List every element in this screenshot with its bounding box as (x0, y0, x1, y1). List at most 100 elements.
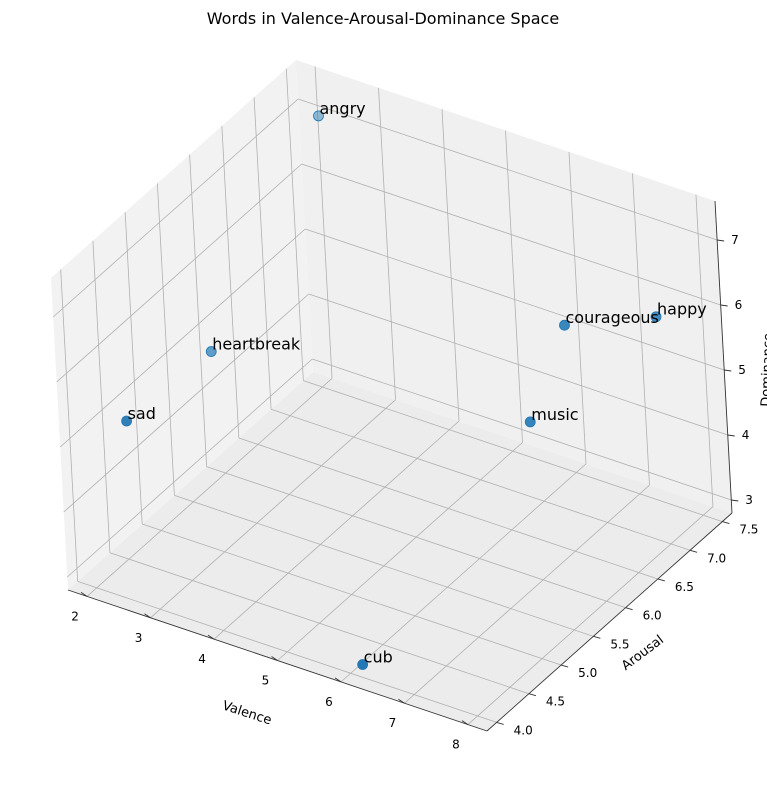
point-courageous (559, 319, 570, 331)
grid-line-y-left (60, 269, 79, 582)
grid-line-y-floor (270, 408, 691, 551)
grid-line-x-floor (467, 506, 714, 725)
z-tick-label: 5 (738, 363, 746, 377)
axis-panes (51, 60, 732, 731)
grid-line-y-left (124, 212, 143, 525)
y-tick-label: 7.5 (739, 523, 758, 537)
x-tick-mark (398, 698, 405, 704)
grid-lines (52, 66, 732, 725)
grid-line-x-floor (277, 442, 523, 661)
x-axis-label: Valence (220, 698, 273, 728)
point-sad (121, 415, 133, 427)
grid-line-z-left (63, 293, 310, 513)
grid-line-x-floor (213, 420, 460, 640)
y-tick-mark (722, 521, 730, 525)
y-tick-label: 5.0 (578, 666, 597, 680)
y-tick-label: 5.5 (610, 637, 629, 651)
grid-line-z-back (301, 163, 721, 306)
grid-line-y-left (221, 125, 240, 438)
x-tick-mark (80, 592, 88, 597)
z-tick-mark (720, 304, 728, 307)
z-tick-label: 4 (742, 428, 750, 442)
z-tick-mark (724, 369, 732, 372)
label-courageous: courageous (565, 308, 658, 327)
x-tick-label: 7 (389, 716, 397, 730)
x-tick-mark (271, 656, 278, 661)
grid-line-y-floor (174, 494, 594, 637)
x-tick-label: 2 (71, 609, 79, 623)
grid-line-y-floor (142, 523, 562, 666)
y-tick-label: 7.0 (707, 551, 726, 565)
y-tick-label: 4.0 (514, 723, 533, 737)
x-tick-label: 6 (325, 695, 333, 709)
x-tick-label: 5 (262, 674, 270, 688)
y-tick-mark (689, 549, 698, 553)
z-tick-label: 6 (735, 298, 743, 312)
label-sad: sad (128, 404, 156, 423)
grid-line-z-back (312, 358, 732, 501)
grid-line-y-floor (109, 552, 530, 695)
z-tick-mark (717, 239, 725, 242)
grid-line-z-back (297, 98, 718, 241)
grid-line-x-floor (340, 463, 587, 683)
z-axis-label: Dominance (759, 333, 767, 407)
grid-line-y-floor (238, 437, 658, 580)
z-tick-label: 7 (731, 233, 739, 247)
y-tick-mark (593, 635, 601, 639)
grid-line-x-back (695, 194, 714, 507)
point-angry (313, 110, 324, 122)
z-axis-line (714, 200, 733, 514)
label-heartbreak: heartbreak (212, 335, 301, 354)
z-tick-mark (727, 434, 735, 437)
x-tick-mark (334, 677, 342, 683)
z-tick-mark (731, 499, 739, 502)
grid-line-y-left (92, 240, 111, 553)
x-tick-mark (207, 634, 215, 640)
grid-line-x-back (632, 173, 650, 486)
grid-line-y-left (285, 68, 304, 381)
y-tick-label: 4.5 (546, 695, 565, 709)
grid-line-x-floor (150, 399, 396, 619)
x-tick-label: 3 (135, 631, 143, 645)
point-cub (357, 659, 369, 670)
grid-line-z-left (67, 358, 313, 578)
grid-line-x-back (378, 87, 396, 400)
x-tick-label: 4 (198, 652, 206, 666)
label-music: music (531, 405, 578, 424)
data-points (121, 110, 662, 670)
label-angry: angry (319, 99, 365, 118)
y-tick-mark (561, 664, 569, 668)
grid-line-x-back (505, 130, 523, 443)
grid-line-x-floor (404, 484, 650, 704)
y-axis-line (486, 512, 733, 732)
y-tick-mark (657, 578, 665, 582)
chart-title: Words in Valence-Arousal-Dominance Space (207, 9, 559, 28)
x-tick-label: 8 (452, 738, 460, 752)
z-tick-label: 3 (745, 493, 753, 507)
grid-line-x-back (314, 66, 333, 379)
grid-line-y-left (156, 183, 175, 496)
y-tick-label: 6.0 (643, 609, 662, 623)
label-happy: happy (657, 300, 707, 319)
grid-line-z-left (59, 228, 306, 448)
grid-line-z-left (52, 98, 299, 318)
x-tick-mark (144, 613, 151, 619)
left-pane (51, 60, 313, 590)
grid-line-y-left (253, 97, 272, 410)
x-tick-mark (461, 720, 469, 725)
grid-line-x-floor (86, 378, 333, 597)
label-cub: cub (364, 648, 393, 667)
grid-line-x-back (568, 151, 587, 464)
point-heartbreak (205, 346, 217, 357)
point-music (524, 416, 536, 428)
grid-line-y-floor (206, 466, 626, 609)
grid-line-y-left (189, 154, 208, 467)
y-tick-mark (625, 607, 633, 611)
grid-line-x-back (441, 109, 460, 422)
grid-line-z-back (305, 228, 725, 371)
y-tick-mark (496, 721, 504, 725)
grid-line-y-floor (303, 380, 723, 522)
grid-line-y-floor (77, 581, 497, 723)
